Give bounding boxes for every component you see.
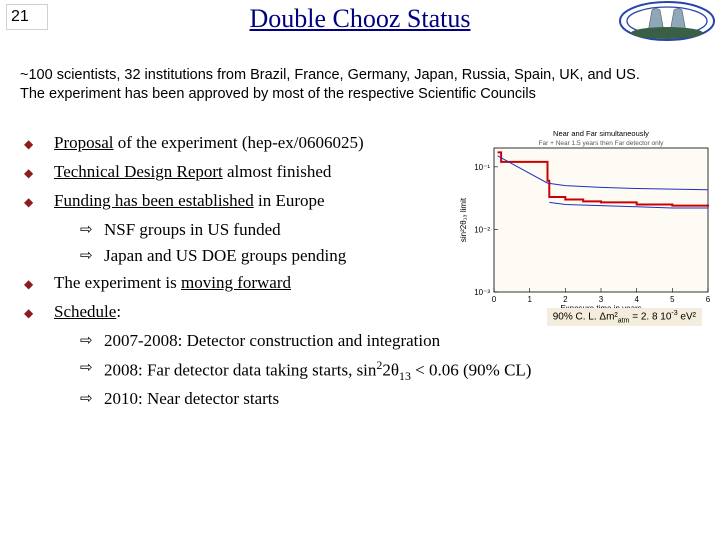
diamond-icon: ◆: [24, 161, 54, 181]
diamond-icon: ◆: [24, 132, 54, 152]
arrow-icon: ⇨: [80, 357, 104, 377]
diamond-icon: ◆: [24, 272, 54, 292]
arrow-icon: ⇨: [80, 388, 104, 408]
bullet-tdr: ◆ Technical Design Report almost finishe…: [24, 161, 720, 184]
intro-line1: ~100 scientists, 32 institutions from Br…: [20, 67, 640, 83]
arrow-icon: ⇨: [80, 245, 104, 265]
bullet-list: ◆ Proposal of the experiment (hep-ex/060…: [24, 132, 720, 412]
diamond-icon: ◆: [24, 190, 54, 210]
bullet-funding: ◆ Funding has been established in Europe: [24, 190, 720, 213]
sub-japan-doe: ⇨ Japan and US DOE groups pending: [80, 245, 720, 268]
bullet-proposal: ◆ Proposal of the experiment (hep-ex/060…: [24, 132, 720, 155]
arrow-icon: ⇨: [80, 219, 104, 239]
sub-2007: ⇨ 2007-2008: Detector construction and i…: [80, 330, 720, 353]
chart-caption: 90% C. L. Δm²atm = 2. 8 10-3 eV²: [547, 308, 702, 326]
bullet-moving-forward: ◆ The experiment is moving forward: [24, 272, 720, 295]
diamond-icon: ◆: [24, 301, 54, 321]
arrow-icon: ⇨: [80, 330, 104, 350]
intro-text: ~100 scientists, 32 institutions from Br…: [0, 52, 720, 104]
slide-title: Double Chooz Status: [0, 4, 720, 34]
sub-2008: ⇨ 2008: Far detector data taking starts,…: [80, 357, 720, 384]
sub-2010: ⇨ 2010: Near detector starts: [80, 388, 720, 411]
sub-nsf: ⇨ NSF groups in US funded: [80, 219, 720, 242]
experiment-logo: [618, 0, 716, 42]
intro-line2: The experiment has been approved by most…: [20, 86, 536, 102]
